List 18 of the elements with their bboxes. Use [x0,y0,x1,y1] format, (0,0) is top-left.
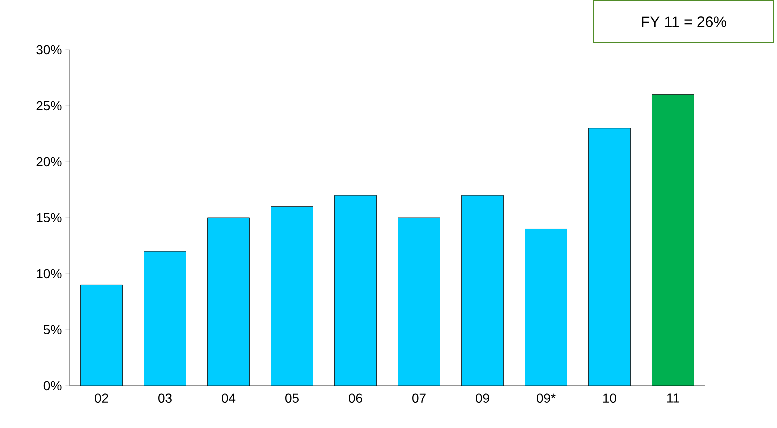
x-tick-label: 06 [349,394,362,403]
y-tick-label: 20% [36,157,62,167]
x-tick-label: 07 [412,394,426,403]
y-tick-label: 10% [37,269,62,279]
x-tick-label: 03 [158,394,172,403]
x-tick-label: 02 [95,394,108,403]
y-tick-label: 15% [37,213,62,223]
y-tick-label: 25% [36,101,62,111]
y-tick-label: 30% [36,45,62,55]
x-tick-label: 05 [286,394,299,403]
x-tick-label: 11 [667,394,680,403]
x-tick-label: 04 [222,394,236,403]
x-tick-label: 10 [604,394,616,403]
x-tick-label: 09* [536,394,556,403]
y-tick-label: 0% [44,381,62,391]
x-tick-label: 09 [476,394,490,403]
text: FY 11 = 26% [642,16,726,28]
y-tick-label: 5% [44,325,62,335]
